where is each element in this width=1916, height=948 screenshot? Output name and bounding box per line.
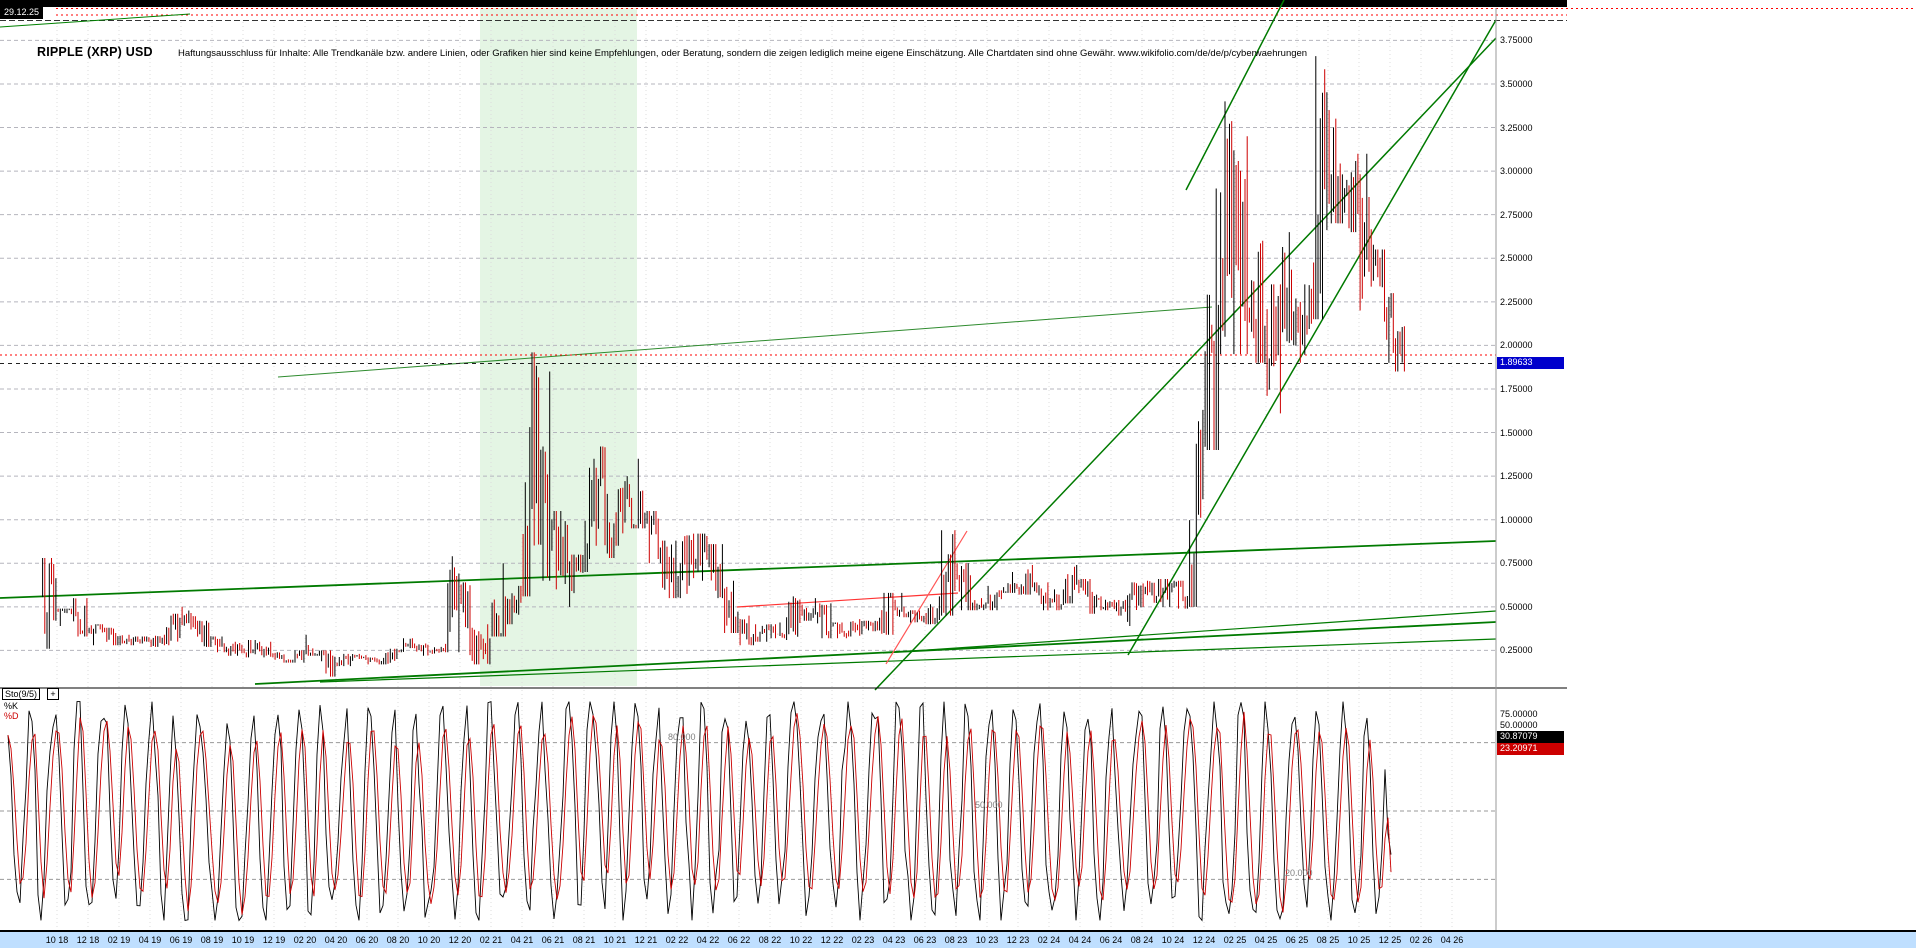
price-axis-label: 1.75000	[1500, 383, 1533, 394]
date-axis-label: 02 20	[293, 935, 317, 945]
date-axis-label: 02 26	[1409, 935, 1433, 945]
date-axis-label: 02 25	[1223, 935, 1247, 945]
date-axis-label: 04 24	[1068, 935, 1092, 945]
date-axis-label: 06 24	[1099, 935, 1123, 945]
sto-k-label: %K	[4, 701, 19, 711]
date-axis-label: 12 23	[1006, 935, 1030, 945]
date-axis-label: 06 21	[541, 935, 565, 945]
date-axis-label: 04 25	[1254, 935, 1278, 945]
date-axis-label: 04 22	[696, 935, 720, 945]
sto-axis-label: 50.00000	[1500, 720, 1538, 730]
date-axis-label: 02 22	[665, 935, 689, 945]
date-axis-label: 10 24	[1161, 935, 1185, 945]
price-axis-label: 0.50000	[1500, 601, 1533, 612]
date-axis-label: 12 24	[1192, 935, 1216, 945]
price-axis-label: 1.25000	[1500, 471, 1533, 482]
price-axis-label: 2.50000	[1500, 253, 1533, 264]
date-axis-label: 12 25	[1378, 935, 1402, 945]
sto-d-value-badge: 23.20971	[1497, 743, 1564, 755]
price-axis-label: 3.50000	[1500, 78, 1533, 89]
date-axis-label: 02 19	[107, 935, 131, 945]
date-axis-label: 06 20	[355, 935, 379, 945]
date-axis-label: 06 25	[1285, 935, 1309, 945]
price-axis-label: 2.25000	[1500, 296, 1533, 307]
date-axis-label: 08 20	[386, 935, 410, 945]
date-axis-label: 10 18	[45, 935, 69, 945]
current-price-badge: 1.89633	[1497, 357, 1564, 369]
disclaimer-text: Haftungsausschluss für Inhalte: Alle Tre…	[178, 48, 1308, 59]
date-axis-label: 04 20	[324, 935, 348, 945]
date-axis-label: 10 23	[975, 935, 999, 945]
price-axis-label: 0.75000	[1500, 558, 1533, 569]
price-axis-label: 2.75000	[1500, 209, 1533, 220]
date-axis-label: 08 25	[1316, 935, 1340, 945]
date-axis[interactable]: 10 18 12 18 02 19 04 19 06 19 08 19 10 19 12 19…	[0, 931, 1916, 948]
date-axis-label: 02 24	[1037, 935, 1061, 945]
sto-level-label: 20.000	[1285, 868, 1313, 879]
date-axis-label: 06 22	[727, 935, 751, 945]
sto-level-label: 50.000	[975, 800, 1003, 810]
sto-level-label: 80.000	[668, 731, 696, 742]
date-axis-label: 08 23	[944, 935, 968, 945]
price-axis-label: 3.25000	[1500, 122, 1533, 133]
price-axis-label: 0.25000	[1500, 645, 1533, 656]
date-axis-label: 10 25	[1347, 935, 1371, 945]
sto-d-label: %D	[4, 711, 19, 721]
sto-expand-icon[interactable]: +	[47, 688, 59, 700]
date-axis-label: 08 22	[758, 935, 782, 945]
date-axis-label: 12 21	[634, 935, 658, 945]
sto-axis-label: 75.00000	[1500, 709, 1538, 719]
date-axis-label: 12 22	[820, 935, 844, 945]
date-axis-label: 04 26	[1440, 935, 1464, 945]
date-axis-label: 10 20	[417, 935, 441, 945]
price-axis-label: 3.00000	[1500, 166, 1533, 177]
chart-title: RIPPLE (XRP) USD	[37, 45, 153, 59]
top-tick-marker: +	[109, 0, 115, 11]
date-axis-label: 06 19	[169, 935, 193, 945]
date-axis-label: 08 19	[200, 935, 224, 945]
date-axis-label: 12 19	[262, 935, 286, 945]
sto-k-value-badge: 30.87079	[1497, 731, 1564, 743]
date-axis-label: 04 21	[510, 935, 534, 945]
date-axis-label: 02 21	[479, 935, 503, 945]
date-axis-label: 12 18	[76, 935, 100, 945]
date-axis-label: 10 19	[231, 935, 255, 945]
date-axis-label: 10 21	[603, 935, 627, 945]
price-axis-label: 1.00000	[1500, 514, 1533, 525]
chart-date-stamp: 29.12.25	[0, 7, 44, 19]
price-axis-label: 1.50000	[1500, 427, 1533, 438]
date-axis-label: 10 22	[789, 935, 813, 945]
date-axis-label: 06 23	[913, 935, 937, 945]
date-axis-label: 02 23	[851, 935, 875, 945]
date-axis-label: 08 24	[1130, 935, 1154, 945]
price-axis-label: 3.75000	[1500, 35, 1533, 46]
sto-indicator-label[interactable]: Sto(9/5)	[2, 688, 41, 700]
date-axis-label: 04 19	[138, 935, 162, 945]
date-axis-label: 04 23	[882, 935, 906, 945]
date-axis-label: 12 20	[448, 935, 472, 945]
price-axis-label: 2.00000	[1500, 340, 1533, 351]
date-axis-label: 08 21	[572, 935, 596, 945]
